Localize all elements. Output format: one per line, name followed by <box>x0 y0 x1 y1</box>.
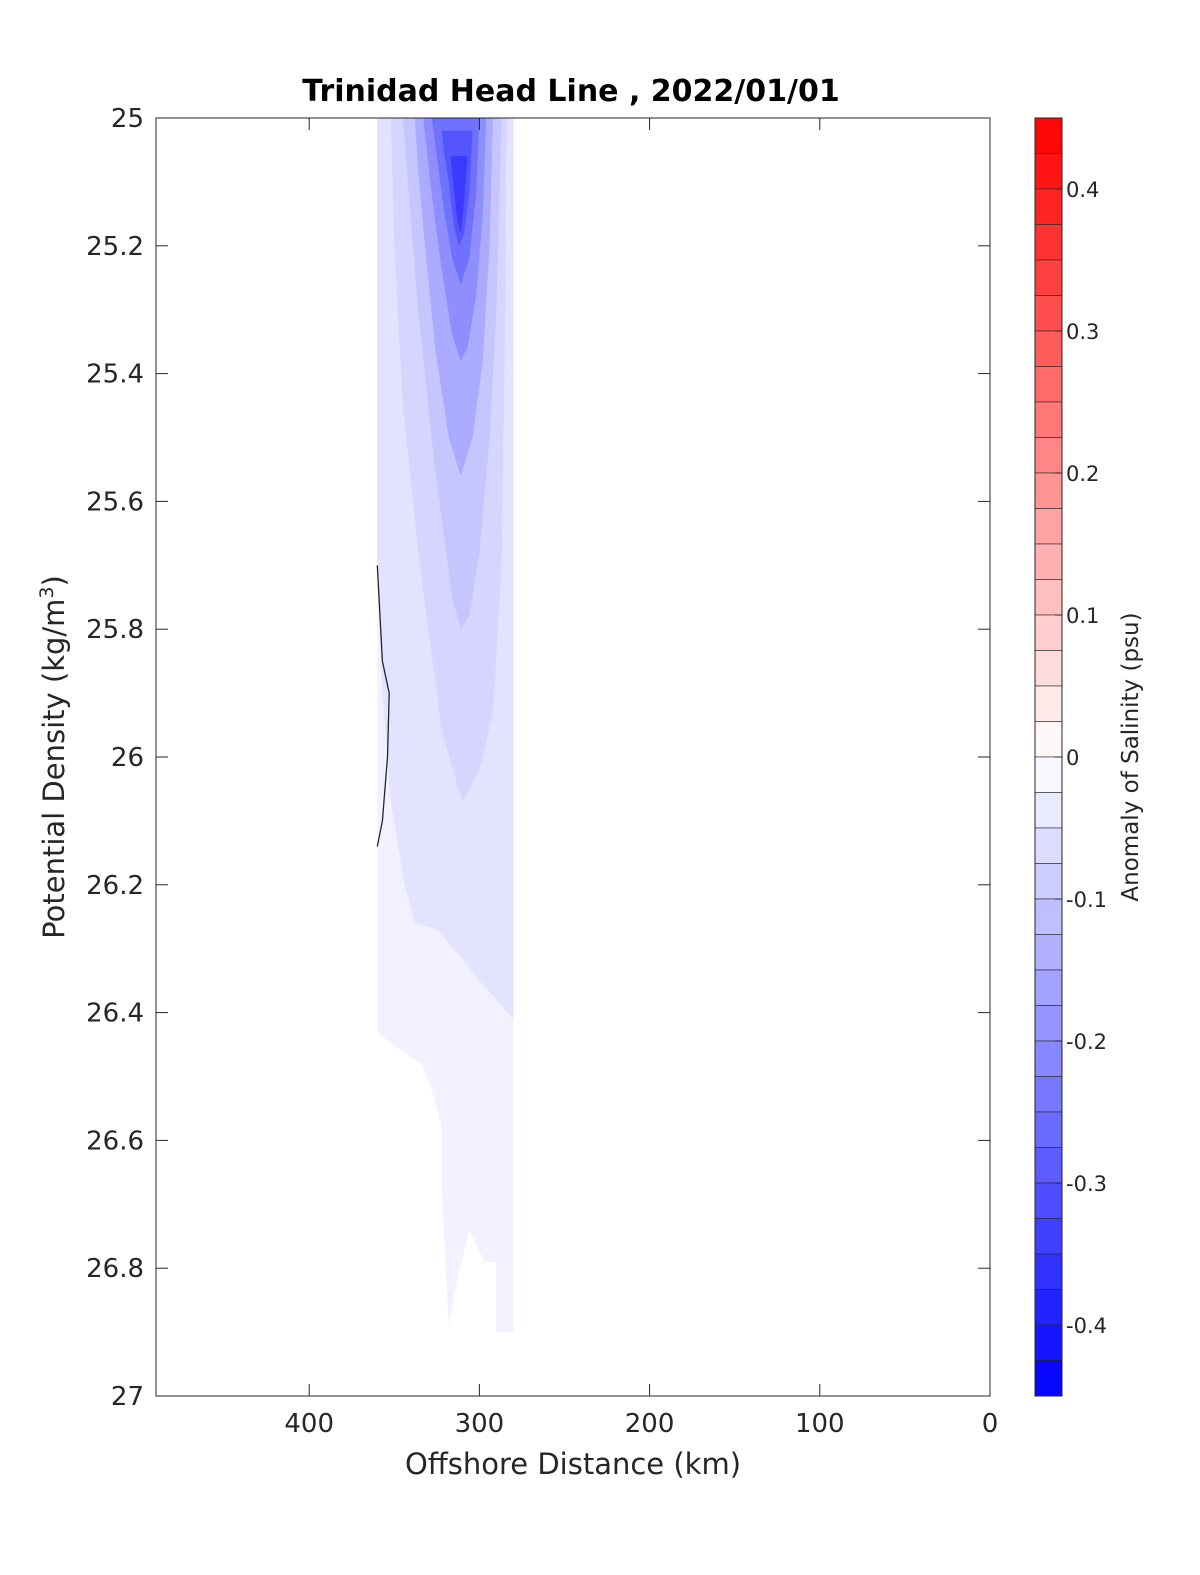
x-axis-ticks: 400 300 200 100 0 <box>284 118 998 1439</box>
colorbar-segment <box>1034 863 1063 900</box>
colorbar-segment <box>1034 721 1063 758</box>
y-tick-label: 27 <box>111 1382 144 1412</box>
colorbar-tick-label: -0.1 <box>1066 888 1107 912</box>
x-tick-label: 0 <box>982 1409 999 1439</box>
colorbar-segment <box>1034 827 1063 864</box>
colorbar-segment <box>1034 898 1063 935</box>
y-tick-label: 25.6 <box>86 487 144 517</box>
colorbar-segment <box>1034 1218 1063 1255</box>
colorbar-segment <box>1034 259 1063 296</box>
y-tick-label: 26.4 <box>86 999 144 1029</box>
colorbar-segment <box>1034 650 1063 687</box>
y-tick-label: 25.2 <box>86 232 144 262</box>
y-axis-title-main: Potential Density (kg/m <box>37 599 71 939</box>
colorbar-segment <box>1034 117 1063 154</box>
y-tick-label: 26.8 <box>86 1254 144 1284</box>
colorbar-segment <box>1034 1182 1063 1219</box>
colorbar-tick-label: 0 <box>1066 746 1079 770</box>
colorbar-segment <box>1034 1253 1063 1290</box>
colorbar-tick-label: 0.1 <box>1066 604 1099 628</box>
colorbar-tick-label: -0.2 <box>1066 1030 1107 1054</box>
colorbar-segment <box>1034 543 1063 580</box>
colorbar-segment <box>1034 1076 1063 1113</box>
colorbar-title: Anomaly of Salinity (psu) <box>1118 612 1144 901</box>
x-tick-label: 300 <box>455 1409 505 1439</box>
x-tick-label: 100 <box>795 1409 845 1439</box>
colorbar-tick-label: 0.3 <box>1066 320 1099 344</box>
x-tick-label: 400 <box>284 1409 334 1439</box>
x-axis-title: Offshore Distance (km) <box>405 1447 741 1481</box>
y-axis-title: Potential Density (kg/m3) <box>36 575 71 939</box>
colorbar-segment <box>1034 1040 1063 1077</box>
colorbar-segment <box>1034 330 1063 367</box>
colorbar-segment <box>1034 472 1063 509</box>
chart-title: Trinidad Head Line , 2022/01/01 <box>302 74 839 109</box>
y-tick-label: 26.6 <box>86 1126 144 1156</box>
colorbar-segment <box>1034 1005 1063 1042</box>
y-tick-label: 25.4 <box>86 360 144 390</box>
colorbar-segment <box>1034 1147 1063 1184</box>
y-tick-label: 26.2 <box>86 871 144 901</box>
x-tick-label: 200 <box>625 1409 675 1439</box>
colorbar-segment <box>1034 792 1063 829</box>
colorbar-segment <box>1034 1324 1063 1361</box>
contour-fill-layer <box>377 118 514 1333</box>
colorbar-segment <box>1034 1289 1063 1326</box>
colorbar-segment <box>1034 614 1063 651</box>
colorbar-segment <box>1034 188 1063 225</box>
colorbar-segment <box>1034 437 1063 474</box>
colorbar-segment <box>1034 224 1063 261</box>
y-axis-title-suffix: ) <box>37 575 71 586</box>
colorbar-segment <box>1034 508 1063 545</box>
zero-contour-line <box>376 565 390 847</box>
colorbar-segment <box>1034 153 1063 190</box>
colorbar-segment <box>1034 1111 1063 1148</box>
colorbar-tick-label: 0.4 <box>1066 178 1099 202</box>
y-tick-label: 25.8 <box>86 615 144 645</box>
colorbar-tick-label: -0.4 <box>1066 1314 1107 1338</box>
colorbar-segment <box>1034 934 1063 971</box>
colorbar-segment <box>1034 401 1063 438</box>
colorbar-segment <box>1034 969 1063 1006</box>
colorbar-segment <box>1034 1360 1063 1397</box>
colorbar-segment <box>1034 366 1063 403</box>
y-tick-label: 26 <box>111 743 144 773</box>
colorbar-segment <box>1034 756 1063 793</box>
y-tick-label: 25 <box>111 104 144 134</box>
colorbar-segment <box>1034 685 1063 722</box>
y-axis-title-superscript: 3 <box>36 586 58 598</box>
colorbar-segment <box>1034 295 1063 332</box>
colorbar-segment <box>1034 579 1063 616</box>
zero-contour-layer <box>376 565 390 847</box>
y-axis-ticks: 25 25.2 25.4 25.6 25.8 26 26.2 26.4 26.6 26.8 27 <box>86 104 990 1412</box>
colorbar-ticks: 0.4 0.3 0.2 0.1 0 -0.1 -0.2 -0.3 -0.4 <box>1055 178 1107 1338</box>
colorbar-tick-label: 0.2 <box>1066 462 1099 486</box>
colorbar-tick-label: -0.3 <box>1066 1172 1107 1196</box>
colorbar <box>1034 117 1063 1397</box>
contour-band-8 <box>450 156 468 233</box>
plot-background <box>156 118 990 1396</box>
